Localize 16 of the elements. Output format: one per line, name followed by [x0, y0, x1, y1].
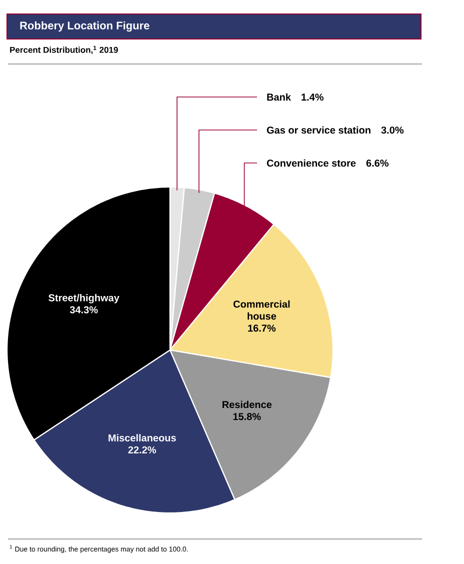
data-label: 16.7%	[248, 324, 276, 332]
data-label: 6.6%	[366, 160, 389, 167]
data-label: 34.3%	[70, 306, 98, 314]
slice-label: Bank	[267, 93, 291, 101]
data-label: 15.8%	[233, 413, 261, 420]
slice-label: Miscellaneous	[108, 434, 176, 442]
chart-title: Robbery Location Figure	[20, 21, 150, 32]
slice-label: Gas or service station	[266, 126, 370, 134]
slice-label: Street/highway	[48, 294, 120, 304]
slice-label: Convenience store	[266, 159, 356, 167]
slice-label: Residence	[222, 400, 272, 408]
slice-label: Commercial house	[233, 300, 290, 320]
data-label: 3.0%	[381, 126, 404, 134]
chart-subtitle: Percent Distribution,$^{1}$ 2019	[10, 46, 118, 54]
data-label: 22.2%	[128, 446, 156, 454]
data-label: 1.4%	[302, 94, 324, 101]
